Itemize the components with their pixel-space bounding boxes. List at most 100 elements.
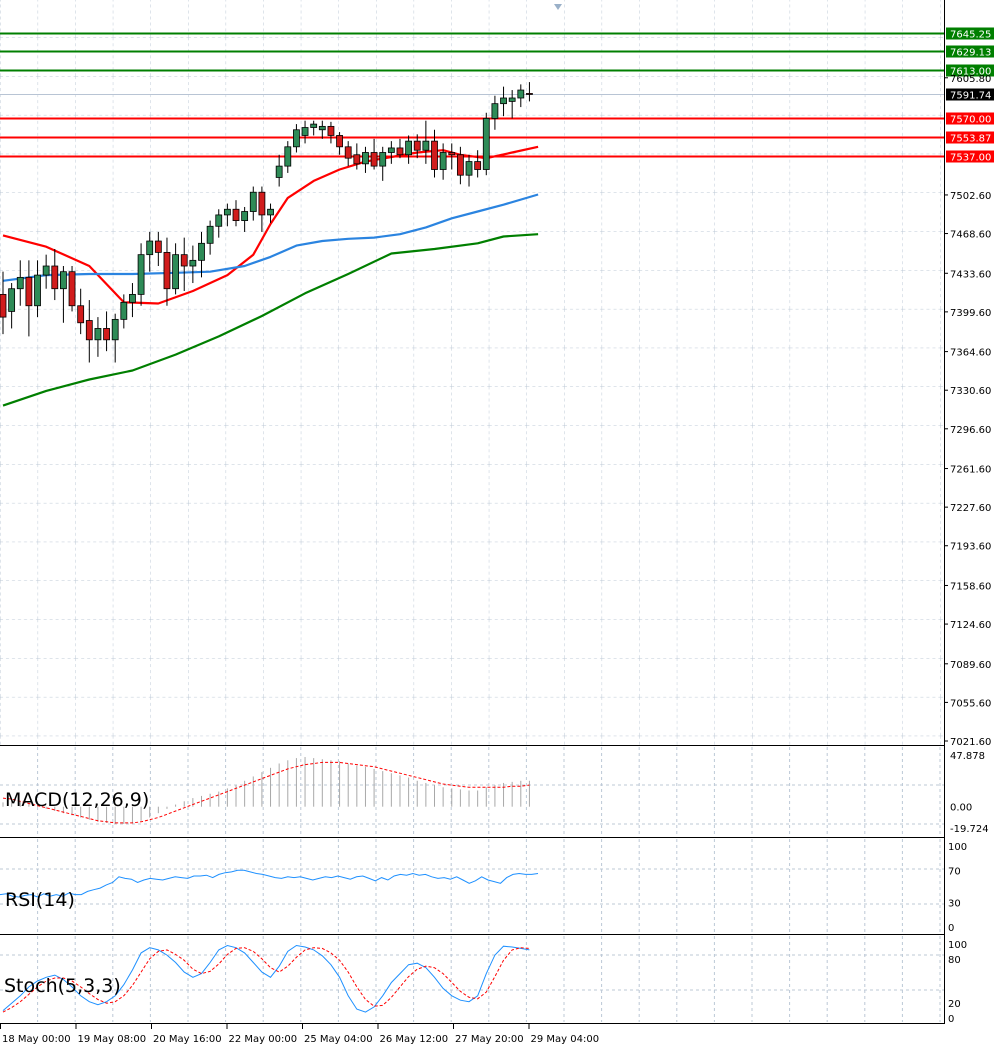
level-tag	[946, 150, 994, 163]
macd-axis-label: 47.878	[950, 751, 985, 762]
candle-body	[249, 191, 257, 212]
candle-body	[146, 240, 154, 256]
price-tick-label: 7502.60	[950, 191, 991, 202]
candle-body	[456, 154, 464, 176]
candle-body	[232, 208, 240, 222]
candle-body	[206, 225, 214, 244]
ma-line-1	[2, 193, 539, 282]
time-tick-label: 27 May 20:00	[455, 1034, 524, 1045]
candle-body	[396, 147, 404, 156]
candle-body	[310, 123, 318, 128]
level-tag	[946, 112, 994, 125]
time-tick-label: 25 May 04:00	[304, 1034, 373, 1045]
candle-body	[517, 89, 525, 99]
main-grid	[0, 0, 944, 745]
price-axis: 7605.80 7502.60 7468.60 7433.60 7399.60 7364.…	[944, 74, 994, 748]
time-tick-label: 26 May 12:00	[380, 1034, 449, 1045]
price-tick-label: 7605.80	[950, 74, 991, 85]
price-tick-label: 7021.60	[950, 737, 991, 748]
price-tick-label: 7468.60	[950, 230, 991, 241]
chart-shift-marker-icon[interactable]	[554, 4, 562, 10]
candle-body	[500, 97, 507, 105]
price-tick-label: 7330.60	[950, 386, 991, 397]
level-label: 7570.00	[950, 115, 991, 126]
candle-body	[301, 127, 309, 136]
current-price-label: 7591.74	[950, 91, 991, 102]
candle-body	[154, 240, 162, 253]
stoch-title: Stoch(5,3,3)	[4, 975, 121, 997]
candle-body	[448, 152, 456, 156]
candle-body	[318, 125, 326, 131]
candle-body	[0, 293, 7, 318]
candle-body	[405, 140, 413, 156]
price-tick-label: 7089.60	[950, 660, 991, 671]
candle-body	[491, 103, 499, 119]
macd-axis-label: 0.00	[950, 803, 972, 814]
level-label: 7613.00	[950, 67, 991, 78]
candle-body	[370, 152, 378, 167]
level-tag	[946, 27, 994, 40]
candle-body	[336, 135, 343, 148]
candle-body	[387, 147, 395, 153]
rsi-pane	[0, 869, 539, 898]
candle-body	[413, 140, 421, 151]
candle-body	[293, 129, 300, 148]
macd-signal-line	[2, 761, 530, 824]
candle-body	[103, 328, 110, 341]
rsi-axis-label: 100	[948, 842, 967, 853]
macd-axis: 47.878 0.00 -19.724	[950, 751, 989, 835]
candle-body	[189, 259, 197, 267]
candle-body	[68, 271, 76, 307]
candle-body	[267, 208, 274, 216]
candlesticks	[0, 82, 533, 363]
rsi-axis-label: 30	[948, 899, 961, 910]
level-tag	[946, 45, 994, 58]
stoch-pane	[2, 944, 530, 1013]
candle-body	[16, 276, 24, 290]
price-tick-label: 7124.60	[950, 620, 991, 631]
candle-body	[508, 97, 516, 102]
stoch-axis-label: 0	[948, 1014, 954, 1025]
time-tick-label: 18 May 00:00	[2, 1034, 71, 1045]
price-levels: 7645.25 7629.13 7613.00 7570.00 7553.87 7537.…	[0, 27, 994, 164]
candle-body	[258, 191, 266, 216]
indicator-grids	[0, 747, 944, 1022]
stoch-axis-label: 100	[948, 940, 967, 951]
rsi-line	[0, 869, 539, 898]
time-tick-label: 19 May 08:00	[78, 1034, 147, 1045]
candle-body	[353, 154, 361, 165]
macd-axis-label: -19.724	[950, 824, 989, 835]
candle-body	[60, 271, 67, 290]
rsi-axis-label: 70	[948, 866, 961, 877]
stoch-axis: 100 80 20 0	[948, 940, 967, 1025]
price-tick-label: 7433.60	[950, 269, 991, 280]
level-tag	[946, 64, 994, 77]
price-tick-label: 7193.60	[950, 542, 991, 553]
candle-body	[241, 211, 249, 222]
candle-body	[85, 320, 93, 341]
candle-body	[482, 118, 490, 170]
candle-body	[215, 214, 223, 227]
candle-body	[111, 318, 119, 341]
level-label: 7645.25	[950, 30, 991, 41]
candle-body	[431, 140, 438, 170]
candle-body	[284, 146, 292, 167]
price-tick-label: 7055.60	[950, 698, 991, 709]
candle-body	[327, 125, 335, 136]
candle-body	[8, 288, 16, 312]
candle-body	[275, 165, 283, 178]
price-tick-label: 7158.60	[950, 581, 991, 592]
candle-body	[422, 140, 430, 151]
time-tick-label: 29 May 04:00	[531, 1034, 600, 1045]
stoch-signal-line	[2, 947, 530, 1013]
candle-body	[120, 301, 128, 320]
rsi-axis: 100 70 30 0	[948, 842, 967, 934]
candle-body	[51, 265, 59, 290]
ma-line-2	[2, 233, 539, 407]
candle-body	[34, 274, 41, 307]
level-label: 7553.87	[950, 134, 991, 145]
price-tick-label: 7227.60	[950, 503, 991, 514]
candle-body	[474, 161, 482, 170]
stoch-main-line	[2, 944, 530, 1013]
level-label: 7537.00	[950, 153, 991, 164]
